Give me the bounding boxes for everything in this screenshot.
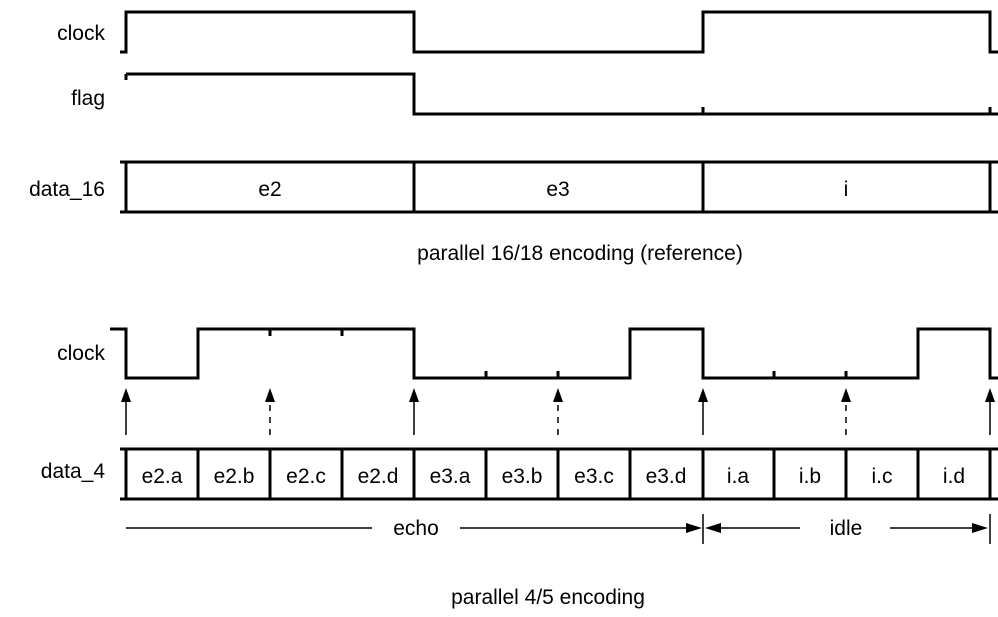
sample-arrowhead [265, 388, 275, 402]
echo-label: echo [393, 517, 439, 540]
top-caption: parallel 16/18 encoding (reference) [417, 242, 743, 265]
bottom-data-cell: i.a [727, 465, 750, 488]
bottom-clock-waveform [110, 327, 998, 380]
bottom-data-cell: e3.a [430, 465, 471, 488]
bottom-clock-label: clock [57, 342, 105, 365]
top-clock-label: clock [57, 22, 105, 45]
echo-arrowhead [686, 523, 702, 533]
sample-arrowhead [698, 388, 708, 402]
bottom-data-cell: e2.d [358, 465, 399, 488]
top-section: clock flag data_16 e2 e3 i parallel 16/1… [29, 10, 998, 265]
top-data-cell: e3 [546, 178, 569, 201]
bottom-section: clock data_4 [41, 327, 998, 609]
sample-arrowhead [409, 388, 419, 402]
sample-arrowhead [121, 388, 131, 402]
idle-arrowhead-right [972, 523, 988, 533]
top-data-label: data_16 [29, 178, 105, 201]
top-clock-waveform [120, 10, 998, 54]
bottom-data-cell: e3.c [574, 465, 614, 488]
idle-arrowhead-left [705, 523, 721, 533]
sample-arrowhead [553, 388, 563, 402]
sample-arrowhead [841, 388, 851, 402]
idle-label: idle [830, 517, 863, 540]
bottom-data-cell: e2.b [214, 465, 255, 488]
echo-span: echo [126, 517, 702, 540]
top-data-cell: e2 [258, 178, 281, 201]
bottom-data-bus [120, 447, 998, 501]
bottom-data-cell: e2.a [142, 465, 183, 488]
bottom-caption: parallel 4/5 encoding [451, 586, 645, 609]
bottom-data-cell: i.b [799, 465, 821, 488]
bottom-data-cell: i.d [943, 465, 965, 488]
bottom-data-cell: i.c [872, 465, 893, 488]
top-flag-label: flag [71, 87, 105, 110]
sampling-arrows [121, 388, 995, 435]
top-flag-waveform [126, 72, 998, 116]
bottom-data-cell: e2.c [286, 465, 326, 488]
sample-arrowhead [985, 388, 995, 402]
bottom-data-label: data_4 [41, 460, 106, 483]
idle-span: idle [702, 514, 991, 544]
bottom-data-cell: e3.b [502, 465, 543, 488]
bottom-data-cell: e3.d [646, 465, 687, 488]
top-data-cell: i [844, 178, 849, 201]
top-data-bus [120, 160, 998, 214]
